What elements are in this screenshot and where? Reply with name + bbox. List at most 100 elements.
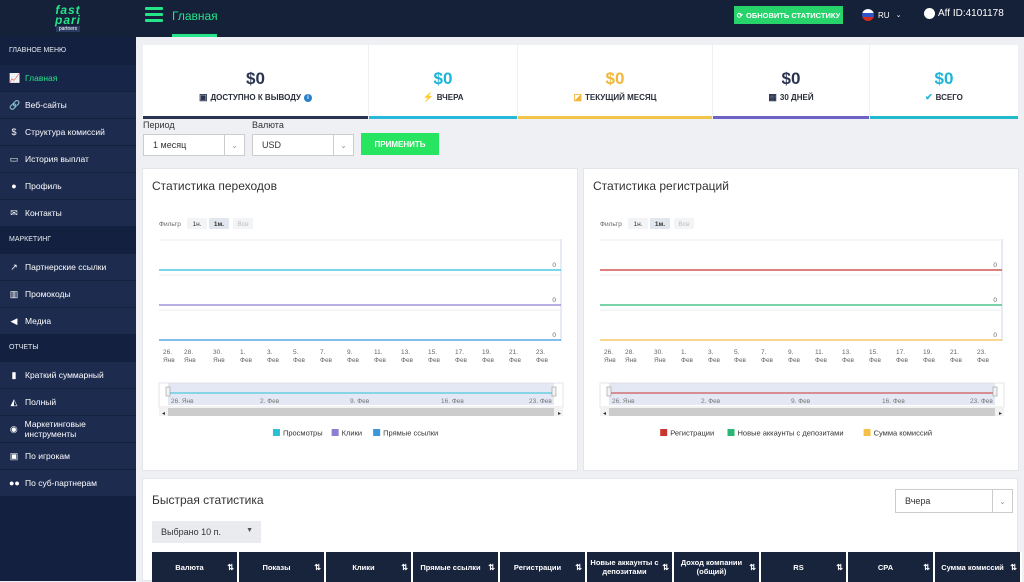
sidebar-item-link[interactable]: 🔗 Веб-сайты	[0, 91, 136, 118]
stat-label: ВСЕГО	[935, 93, 963, 102]
sidebar-item-external-link[interactable]: ↗ Партнерские ссылки	[0, 253, 136, 280]
zoom-label: 1н.	[633, 221, 642, 228]
area-chart-icon: ◪	[573, 92, 582, 102]
sidebar-item-label: По суб-партнерам	[25, 478, 97, 488]
table-header-cell[interactable]: Показы ⇅	[239, 552, 326, 582]
period-select[interactable]: 1 месяц ⌄	[143, 134, 245, 156]
refresh-stats-label: ОБНОВИТЬ СТАТИСТИКУ	[745, 10, 841, 20]
x-tick-label: 9. Фев	[788, 349, 801, 364]
legend-item[interactable]: Регистрации	[660, 429, 714, 438]
legend-item[interactable]: Прямые ссылки	[373, 429, 438, 438]
x-tick-label: 19. Фев	[482, 349, 495, 364]
sort-icon[interactable]: ⇅	[314, 563, 321, 572]
column-label: Клики	[352, 562, 375, 572]
sidebar-item-envelope[interactable]: ✉ Контакты	[0, 199, 136, 226]
external-link-icon: ↗	[10, 261, 18, 272]
sort-icon[interactable]: ⇅	[749, 563, 756, 572]
stat-card: $0 ◪ ТЕКУЩИЙ МЕСЯЦ	[518, 45, 712, 119]
sidebar-item-chart-line[interactable]: 📈 Главная	[0, 64, 136, 91]
id-card-icon: ▣	[9, 450, 19, 461]
logo[interactable]: fast pari partners	[0, 0, 136, 37]
quick-stats-table-header: Валюта ⇅ Показы ⇅ Клики ⇅ Прямые ссылки ⇅ Регист…	[152, 552, 1022, 582]
sidebar-item-label: Промокоды	[25, 289, 71, 299]
x-tick-label: 7. Фев	[761, 349, 774, 364]
sidebar-item-user[interactable]: ● Профиль	[0, 172, 136, 199]
scroll-left-icon[interactable]: ◂	[162, 411, 165, 417]
quick-period-select[interactable]: Вчера ⌄	[895, 489, 1013, 513]
legend-item[interactable]: Сумма комиссий	[863, 429, 932, 438]
zoom-button[interactable]: 1м.	[650, 218, 670, 229]
x-tick-label: 5. Фев	[293, 349, 306, 364]
legend-label: Просмотры	[283, 429, 323, 438]
x-tick-label: 26. Янв	[604, 349, 616, 364]
column-label: Доход компании (общий)	[680, 558, 743, 576]
table-header-cell[interactable]: Регистрации ⇅	[500, 552, 587, 582]
language-selector[interactable]: RU ⌄	[862, 9, 901, 21]
sort-icon[interactable]: ⇅	[488, 563, 495, 572]
navigator-handle[interactable]	[165, 386, 171, 397]
hamburger-menu-icon[interactable]	[145, 7, 163, 23]
scroll-right-icon[interactable]: ▸	[558, 411, 561, 417]
quick-period-value: Вчера	[905, 496, 931, 506]
column-label: CPA	[877, 562, 894, 572]
columns-picker-button[interactable]: Выбрано 10 п. ▼	[152, 521, 261, 543]
table-header-cell[interactable]: Новые аккаунты с депозитами ⇅	[587, 552, 674, 582]
table-header-cell[interactable]: Прямые ссылки ⇅	[413, 552, 500, 582]
dollar-icon: $	[11, 127, 17, 137]
sidebar-item-users[interactable]: ●● По суб-партнерам	[0, 469, 136, 496]
sidebar-item-money-bill[interactable]: ▭ История выплат	[0, 145, 136, 172]
legend-item[interactable]: Просмотры	[272, 429, 323, 438]
sort-icon[interactable]: ⇅	[662, 563, 669, 572]
x-tick-label: 21. Фев	[509, 349, 522, 364]
table-header-cell[interactable]: CPA ⇅	[848, 552, 935, 582]
zoom-button[interactable]: Все	[233, 218, 253, 229]
sort-icon[interactable]: ⇅	[836, 563, 843, 572]
column-label: Прямые ссылки	[420, 562, 481, 572]
navigator-handle[interactable]	[992, 386, 998, 397]
zoom-button[interactable]: 1н.	[187, 218, 207, 229]
table-header-cell[interactable]: Сумма комиссий ⇅	[935, 552, 1022, 582]
sidebar-item-chart-area[interactable]: ◭ Полный	[0, 388, 136, 415]
scrollbar-thumb[interactable]	[609, 408, 995, 416]
zoom-button[interactable]: Все	[674, 218, 694, 229]
table-header-cell[interactable]: Валюта ⇅	[152, 552, 239, 582]
table-header-cell[interactable]: Клики ⇅	[326, 552, 413, 582]
sidebar-item-id-card[interactable]: ▣ По игрокам	[0, 442, 136, 469]
currency-select[interactable]: USD ⌄	[252, 134, 354, 156]
scroll-right-icon[interactable]: ▸	[999, 411, 1002, 417]
sidebar-item-bullhorn[interactable]: ◀ Медиа	[0, 307, 136, 334]
zoom-button[interactable]: 1н.	[628, 218, 648, 229]
refresh-stats-button[interactable]: ⟳ ОБНОВИТЬ СТАТИСТИКУ	[734, 6, 843, 24]
x-tick-label: 1. Фев	[681, 349, 694, 364]
sort-icon[interactable]: ⇅	[227, 563, 234, 572]
chart-title: Статистика регистраций	[593, 179, 729, 193]
apply-button[interactable]: ПРИМЕНИТЬ	[361, 133, 439, 155]
legend-item[interactable]: Клики	[331, 429, 362, 438]
column-label: Новые аккаунты с депозитами	[590, 558, 659, 576]
x-tick-label: 30. Янв	[213, 349, 225, 364]
period-label: Период	[143, 120, 175, 130]
navigator-handle[interactable]	[606, 386, 612, 397]
sidebar-item-label: Структура комиссий	[25, 127, 105, 137]
scroll-left-icon[interactable]: ◂	[603, 411, 606, 417]
affiliate-menu[interactable]: Aff ID:4101178	[924, 8, 1004, 19]
scrollbar-thumb[interactable]	[168, 408, 554, 416]
zoom-button[interactable]: 1м.	[209, 218, 229, 229]
sidebar-item-chart-bar[interactable]: ▮ Краткий суммарный	[0, 361, 136, 388]
sort-icon[interactable]: ⇅	[401, 563, 408, 572]
info-icon[interactable]: i	[304, 93, 313, 102]
stat-value: $0	[433, 69, 453, 88]
sort-icon[interactable]: ⇅	[575, 563, 582, 572]
navigator-handle[interactable]	[551, 386, 557, 397]
table-header-cell[interactable]: RS ⇅	[761, 552, 848, 582]
table-header-cell[interactable]: Доход компании (общий) ⇅	[674, 552, 761, 582]
sidebar-item-barcode[interactable]: ▥ Промокоды	[0, 280, 136, 307]
zoom-label: 1м.	[214, 221, 224, 228]
sort-icon[interactable]: ⇅	[923, 563, 930, 572]
sort-icon[interactable]: ⇅	[1010, 563, 1017, 572]
sidebar-item-dollar[interactable]: $ Структура комиссий	[0, 118, 136, 145]
navigator-range[interactable]	[168, 383, 554, 405]
legend-item[interactable]: Новые аккаунты с депозитами	[727, 429, 844, 438]
sidebar-item-palette[interactable]: ◉ Маркетинговые инструменты	[0, 415, 136, 442]
navigator-range[interactable]	[609, 383, 995, 405]
